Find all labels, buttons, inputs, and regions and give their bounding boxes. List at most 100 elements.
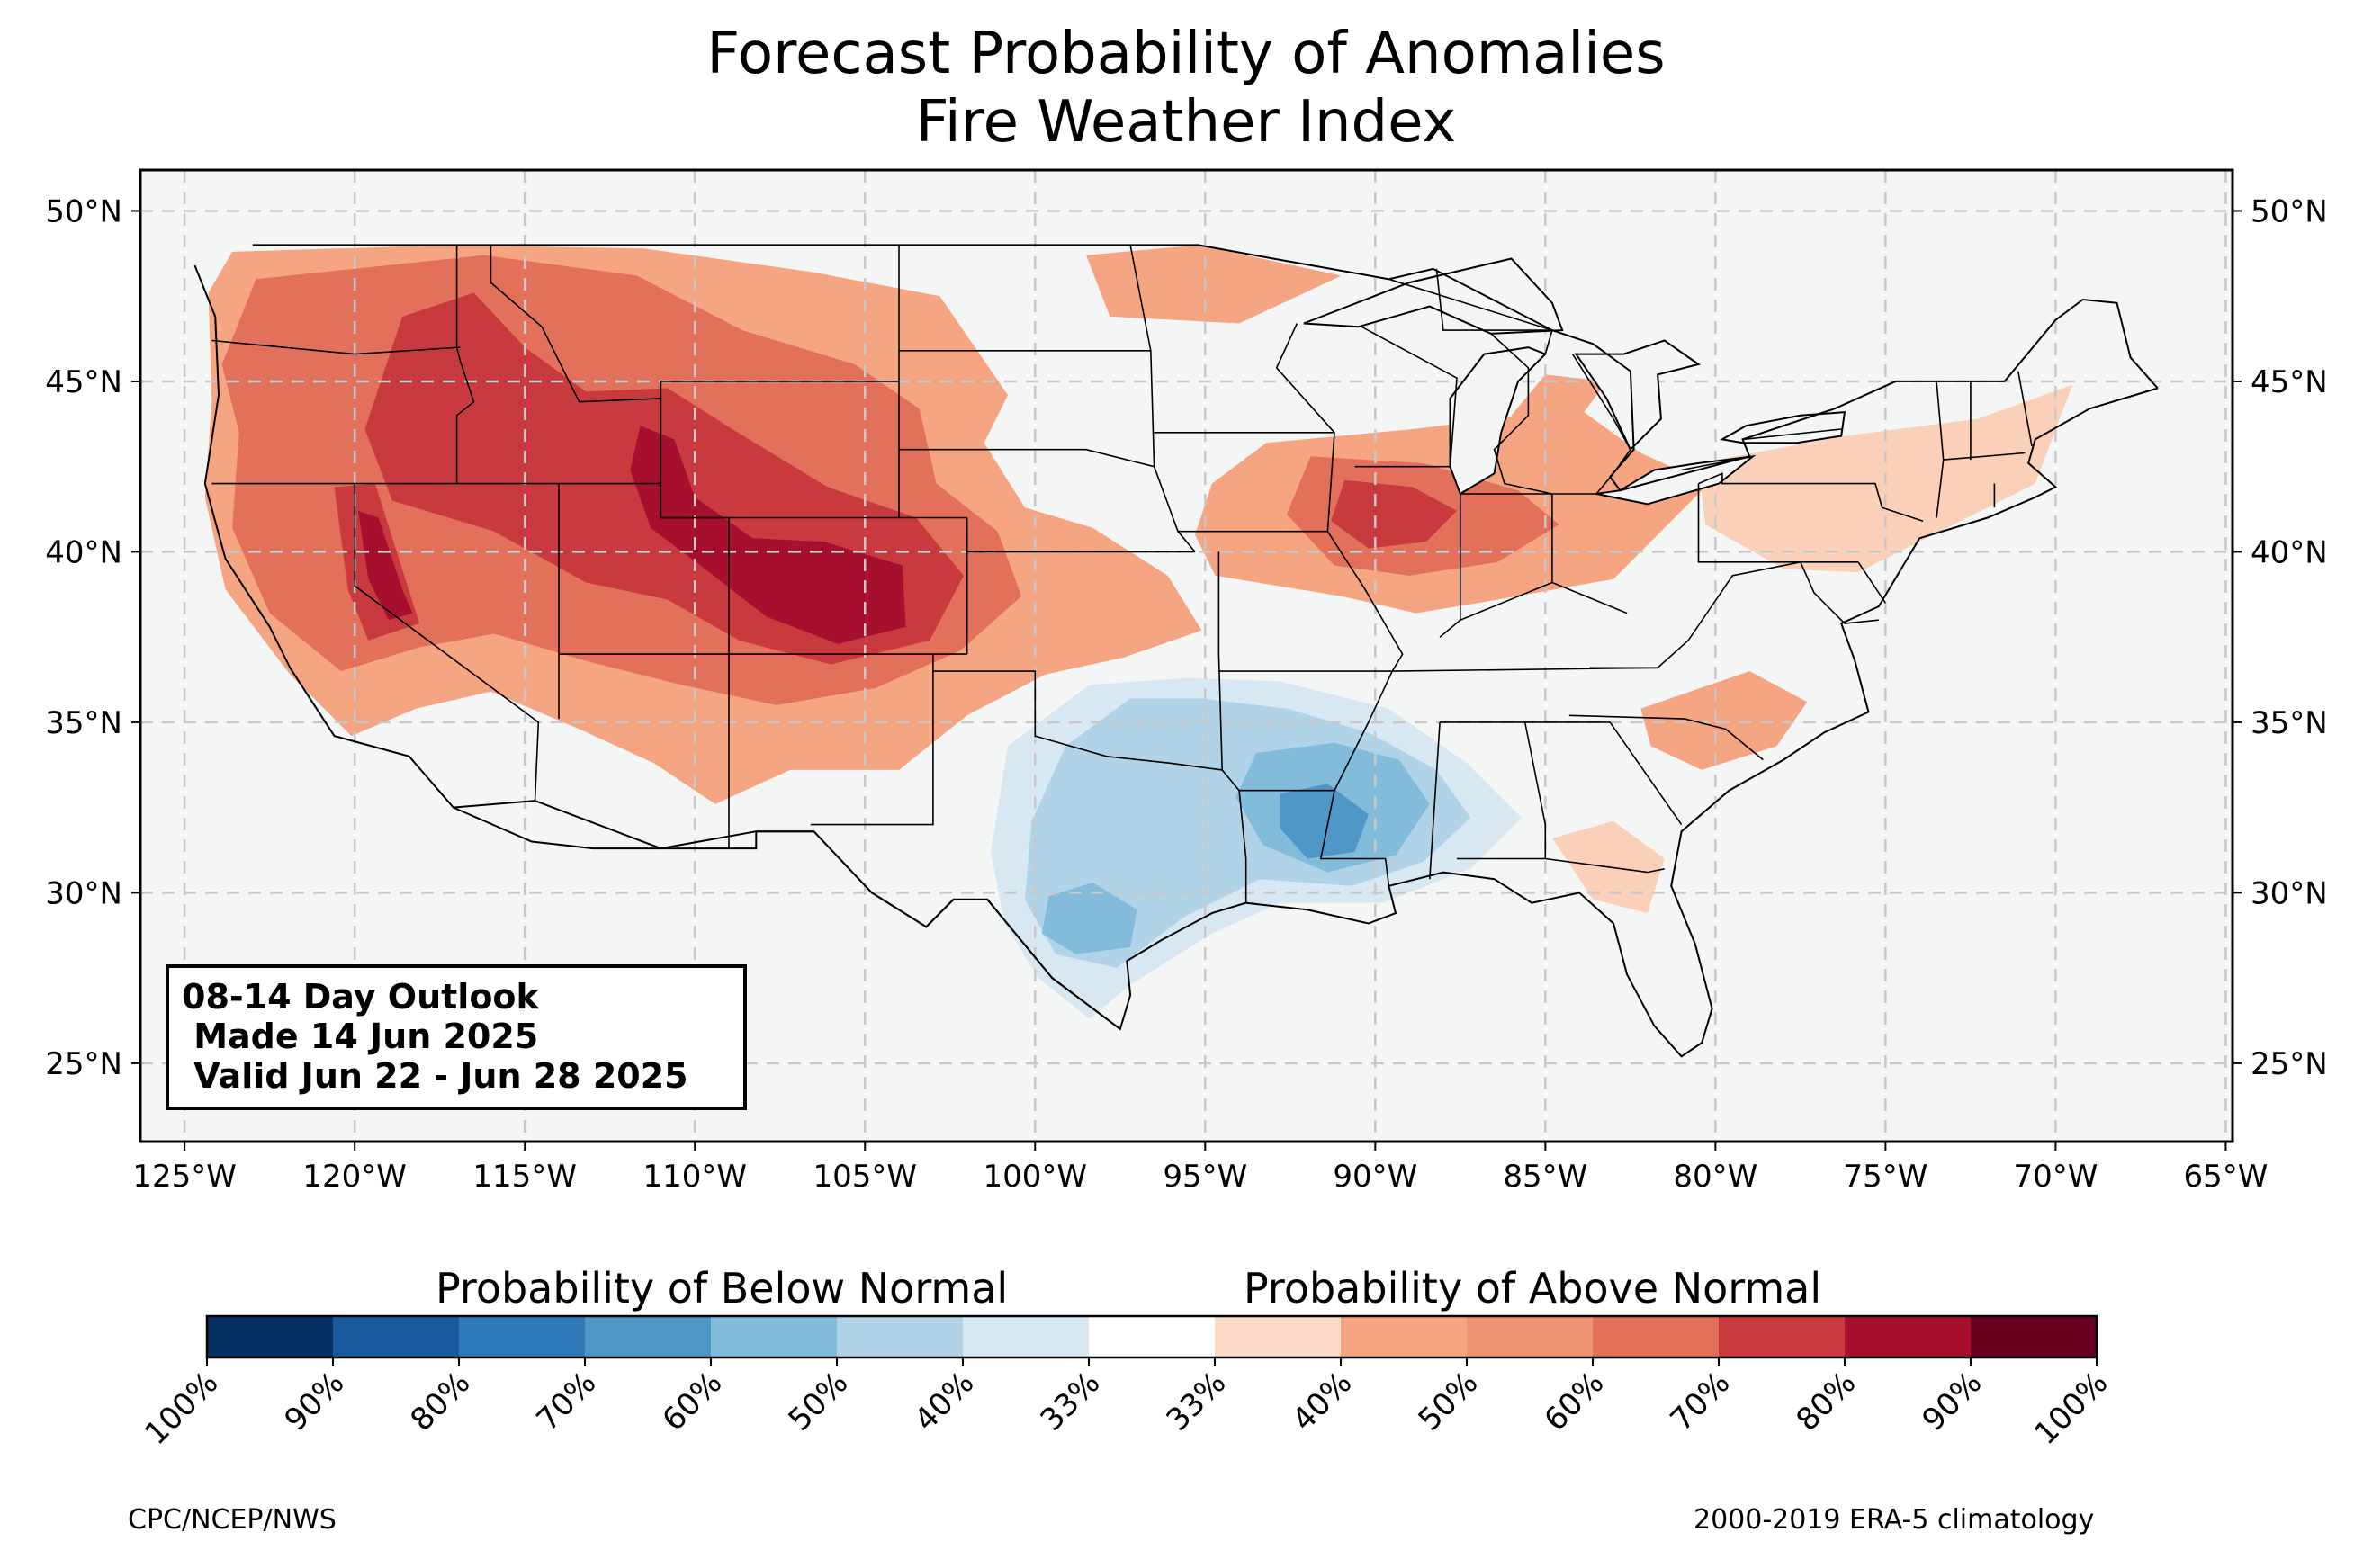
colorbar-frame — [205, 1314, 2098, 1359]
state-border — [1457, 721, 1547, 860]
state-border — [1129, 245, 1196, 552]
axis-ticks: 50°N 50°N 45°N 45°N 40°N 40°N 35°N 35°N 30°N 30°N… — [45, 193, 2327, 1195]
region-above-50 — [1511, 374, 1607, 457]
lat-label-right: 40°N — [2251, 534, 2328, 570]
lat-label-left: 30°N — [45, 875, 122, 911]
canada-border — [252, 244, 2159, 492]
lat-label-right: 25°N — [2251, 1046, 2328, 1082]
state-border — [1354, 326, 1458, 468]
state-border — [1568, 714, 1764, 761]
lon-label: 85°W — [1503, 1159, 1587, 1195]
state-border — [1388, 278, 1553, 331]
colorbar-tick-label: 33% — [1160, 1365, 1234, 1438]
state-border — [1238, 790, 1247, 903]
region-above-70 — [1331, 479, 1457, 549]
colorbar-swatch — [1215, 1316, 1342, 1357]
state-border — [1698, 472, 1924, 523]
colorbar-below-label: Probability of Below Normal — [436, 1264, 1009, 1313]
region-below-70 — [1280, 784, 1369, 859]
state-border — [2017, 371, 2033, 447]
credit-text: CPC/NCEP/NWS — [128, 1504, 337, 1536]
state-border — [1742, 428, 1842, 441]
coastline — [193, 264, 2159, 1058]
colorbar-tick-label: 100% — [2027, 1365, 2115, 1452]
state-border — [1857, 561, 1887, 604]
colorbar-swatch — [1089, 1316, 1216, 1357]
lon-label: 65°W — [2183, 1159, 2268, 1195]
colorbar-swatch — [1719, 1316, 1846, 1357]
lat-label-left: 50°N — [45, 193, 122, 229]
colorbar-tick-label: 100% — [138, 1365, 225, 1452]
lon-label: 95°W — [1163, 1159, 1247, 1195]
colorbar-tick-label: 33% — [1034, 1365, 1108, 1438]
state-border — [1275, 323, 1404, 792]
lon-label: 115°W — [472, 1159, 577, 1195]
colorbar-swatch — [459, 1316, 586, 1357]
colorbar-tick-label: 70% — [1664, 1365, 1738, 1438]
colorbar-tick-label: 70% — [530, 1365, 604, 1438]
map-frame — [139, 168, 2234, 1143]
outlook-info-box: 08-14 Day Outlook Made 14 Jun 2025 Valid… — [166, 964, 747, 1110]
state-border — [1697, 483, 1859, 563]
lat-label-right: 35°N — [2251, 705, 2328, 741]
region-above-80 — [358, 510, 413, 621]
lon-label: 110°W — [642, 1159, 747, 1195]
region-above-50 — [1086, 245, 1342, 324]
colorbar-tick-label: 40% — [908, 1365, 982, 1438]
lon-label: 90°W — [1333, 1159, 1417, 1195]
state-border — [1545, 857, 1665, 874]
state-border — [490, 245, 661, 403]
lake-outline — [1574, 339, 1701, 452]
boundary-lines — [193, 244, 2159, 1058]
colorbar-swatch — [1593, 1316, 1720, 1357]
title-line-2: Fire Weather Index — [915, 89, 1457, 156]
climatology-note: 2000-2019 ERA-5 climatology — [1694, 1504, 2095, 1536]
lon-label: 75°W — [1843, 1159, 1927, 1195]
state-border — [1609, 721, 1683, 826]
colorbar-swatch — [207, 1316, 334, 1357]
state-border — [1319, 790, 1390, 886]
lat-label-right: 30°N — [2251, 875, 2328, 911]
state-border — [1490, 333, 1553, 495]
lake-outline — [1449, 346, 1548, 496]
state-border — [1429, 721, 1441, 880]
lat-label-left: 25°N — [45, 1046, 122, 1082]
colorbar-swatch — [837, 1316, 964, 1357]
colorbar-swatch — [1341, 1316, 1468, 1357]
outlook-valid-range: Valid Jun 22 - Jun 28 2025 — [182, 1056, 688, 1096]
state-border — [1589, 561, 1801, 669]
colorbar-tick-label: 80% — [404, 1365, 478, 1438]
state-border — [1217, 551, 1240, 792]
colorbar-tick-label: 40% — [1286, 1365, 1360, 1438]
lon-label: 100°W — [984, 1159, 1088, 1195]
lon-label: 105°W — [813, 1159, 917, 1195]
state-border — [211, 339, 461, 355]
colorbar-swatch — [711, 1316, 838, 1357]
colorbar-tick-label: 90% — [278, 1365, 352, 1438]
lat-label-left: 40°N — [45, 534, 122, 570]
state-border — [455, 245, 475, 484]
outlook-made-date: Made 14 Jun 2025 — [182, 1017, 539, 1056]
colorbar-tick-label: 80% — [1790, 1365, 1864, 1438]
state-border — [1800, 561, 1879, 624]
lat-label-left: 35°N — [45, 705, 122, 741]
colorbar-tick-label: 50% — [1412, 1365, 1486, 1438]
colorbar-above-label: Probability of Above Normal — [1244, 1264, 1822, 1313]
lon-label: 120°W — [302, 1159, 407, 1195]
region-above-50 — [1640, 671, 1808, 770]
lat-label-right: 50°N — [2251, 193, 2328, 229]
lake-outline — [1595, 454, 1757, 506]
region-below-60 — [1041, 883, 1137, 954]
outlook-period: 08-14 Day Outlook — [182, 977, 539, 1017]
lon-label: 80°W — [1673, 1159, 1757, 1195]
map-title: Forecast Probability of Anomalies Fire W… — [0, 20, 2372, 157]
colorbar-swatch — [1971, 1316, 2098, 1357]
colorbar-tick-label: 60% — [656, 1365, 730, 1438]
colorbar: 100% 90% 80% 70% 60% 50% 40% 33% 33% 40% 50% 60% 70%… — [138, 1314, 2115, 1452]
lon-label: 125°W — [132, 1159, 237, 1195]
state-border — [899, 448, 1155, 468]
state-border — [1571, 354, 1631, 495]
colorbar-tick-label: 60% — [1538, 1365, 1612, 1438]
state-border — [1435, 268, 1553, 354]
colorbar-swatch — [585, 1316, 712, 1357]
